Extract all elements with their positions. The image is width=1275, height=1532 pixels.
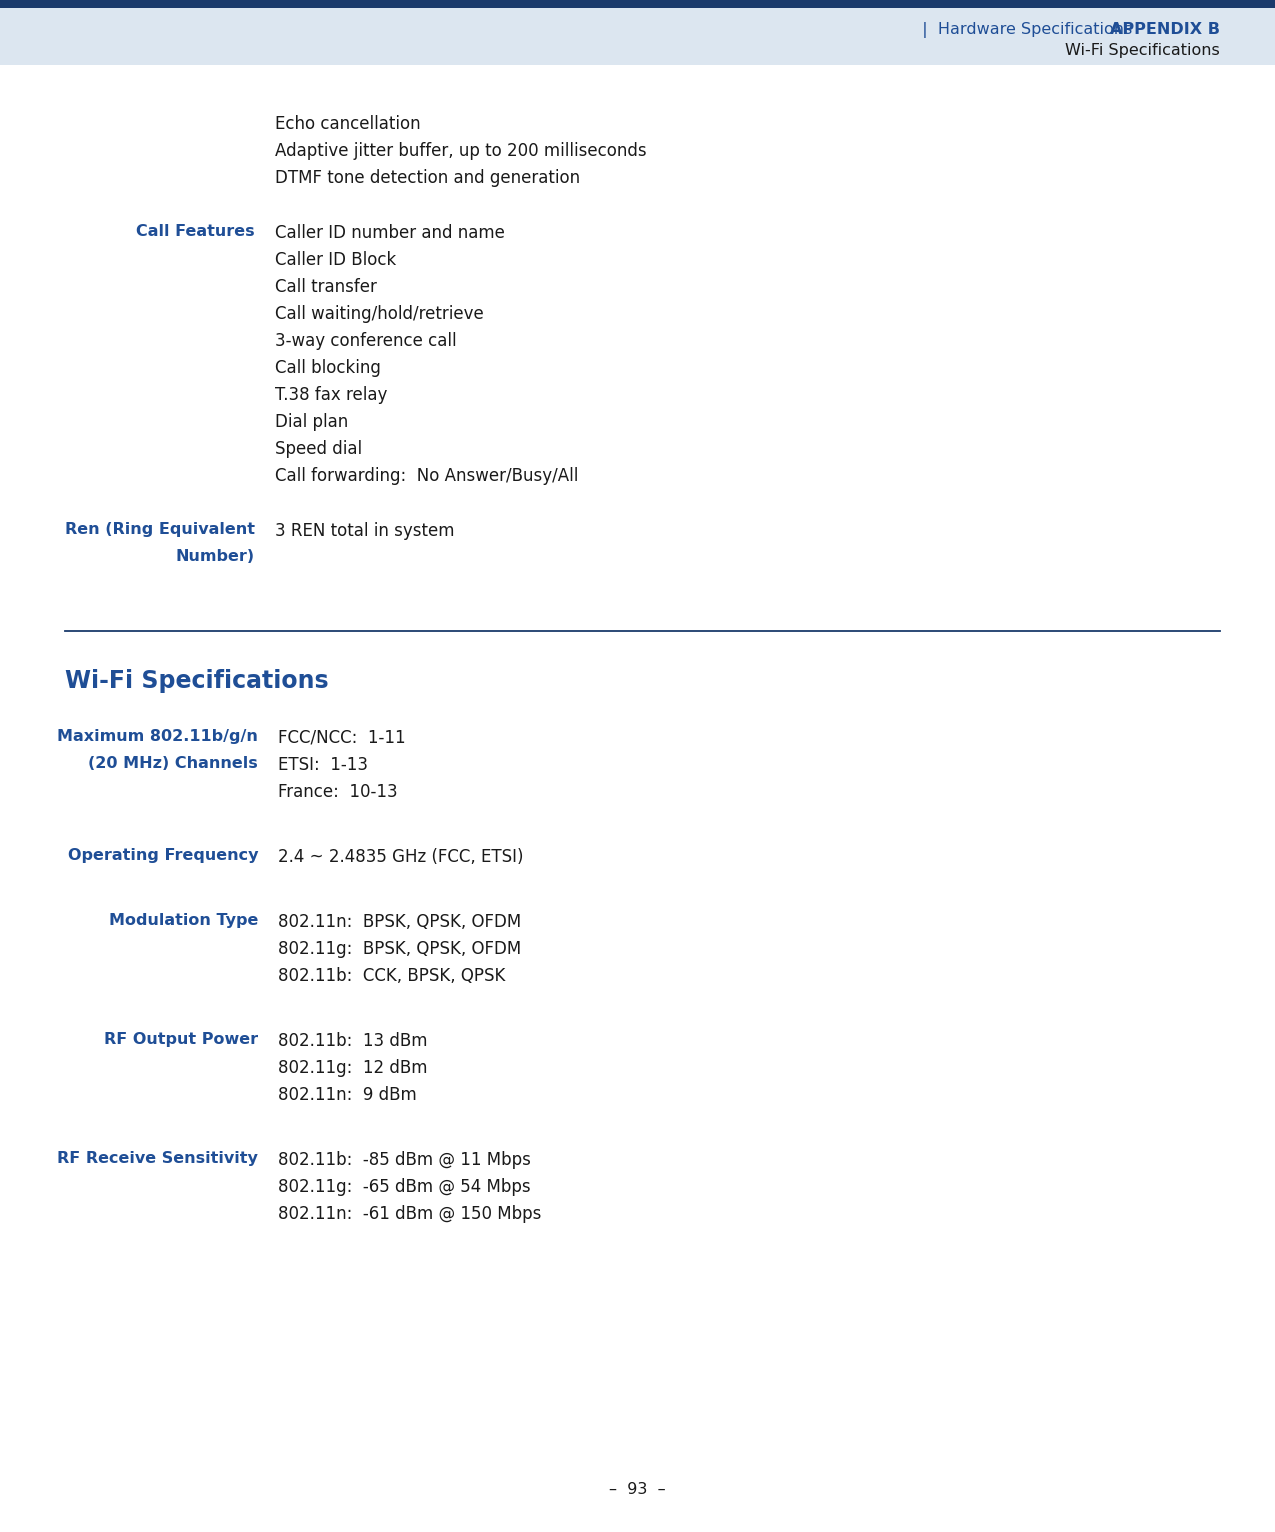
Text: 3-way conference call: 3-way conference call: [275, 332, 456, 349]
Text: Call blocking: Call blocking: [275, 358, 381, 377]
Text: 802.11g:  BPSK, QPSK, OFDM: 802.11g: BPSK, QPSK, OFDM: [278, 941, 521, 958]
Text: Caller ID Block: Caller ID Block: [275, 251, 397, 270]
Text: 802.11g:  -65 dBm @ 54 Mbps: 802.11g: -65 dBm @ 54 Mbps: [278, 1178, 530, 1196]
Text: (20 MHz) Channels: (20 MHz) Channels: [88, 755, 258, 771]
Text: 802.11n:  BPSK, QPSK, OFDM: 802.11n: BPSK, QPSK, OFDM: [278, 913, 521, 931]
Bar: [0, 0, 1275, 8]
Text: DTMF tone detection and generation: DTMF tone detection and generation: [275, 169, 580, 187]
Text: France:  10-13: France: 10-13: [278, 783, 398, 801]
Text: Modulation Type: Modulation Type: [108, 913, 258, 928]
Text: 802.11b:  13 dBm: 802.11b: 13 dBm: [278, 1033, 427, 1049]
Bar: [0, 0, 1275, 64]
Text: APPENDIX B: APPENDIX B: [1111, 21, 1220, 37]
Text: Adaptive jitter buffer, up to 200 milliseconds: Adaptive jitter buffer, up to 200 millis…: [275, 142, 646, 159]
Text: Ren (Ring Equivalent: Ren (Ring Equivalent: [65, 522, 255, 538]
Text: Wi-Fi Specifications: Wi-Fi Specifications: [65, 669, 329, 692]
Text: Speed dial: Speed dial: [275, 440, 362, 458]
Text: ETSI:  1-13: ETSI: 1-13: [278, 755, 368, 774]
Text: |  Hardware Specifications: | Hardware Specifications: [912, 21, 1132, 38]
Text: 3 REN total in system: 3 REN total in system: [275, 522, 454, 539]
Text: 802.11b:  CCK, BPSK, QPSK: 802.11b: CCK, BPSK, QPSK: [278, 967, 505, 985]
Text: Call forwarding:  No Answer/Busy/All: Call forwarding: No Answer/Busy/All: [275, 467, 579, 486]
Text: Caller ID number and name: Caller ID number and name: [275, 224, 505, 242]
Text: Operating Frequency: Operating Frequency: [68, 849, 258, 863]
Text: 802.11b:  -85 dBm @ 11 Mbps: 802.11b: -85 dBm @ 11 Mbps: [278, 1151, 530, 1169]
Text: Echo cancellation: Echo cancellation: [275, 115, 421, 133]
Text: –  93  –: – 93 –: [609, 1483, 666, 1497]
Text: FCC/NCC:  1-11: FCC/NCC: 1-11: [278, 729, 405, 748]
Text: Call transfer: Call transfer: [275, 277, 377, 296]
Text: Number): Number): [176, 548, 255, 564]
Text: 802.11n:  -61 dBm @ 150 Mbps: 802.11n: -61 dBm @ 150 Mbps: [278, 1206, 542, 1223]
Text: RF Receive Sensitivity: RF Receive Sensitivity: [57, 1151, 258, 1166]
Text: 2.4 ~ 2.4835 GHz (FCC, ETSI): 2.4 ~ 2.4835 GHz (FCC, ETSI): [278, 849, 524, 866]
Text: Call waiting/hold/retrieve: Call waiting/hold/retrieve: [275, 305, 483, 323]
Text: RF Output Power: RF Output Power: [103, 1033, 258, 1046]
Text: T.38 fax relay: T.38 fax relay: [275, 386, 388, 404]
Text: Call Features: Call Features: [136, 224, 255, 239]
Text: Maximum 802.11b/g/n: Maximum 802.11b/g/n: [57, 729, 258, 745]
Text: 802.11n:  9 dBm: 802.11n: 9 dBm: [278, 1086, 417, 1105]
Text: 802.11g:  12 dBm: 802.11g: 12 dBm: [278, 1059, 427, 1077]
Text: Wi-Fi Specifications: Wi-Fi Specifications: [1065, 43, 1220, 58]
Text: Dial plan: Dial plan: [275, 414, 348, 430]
